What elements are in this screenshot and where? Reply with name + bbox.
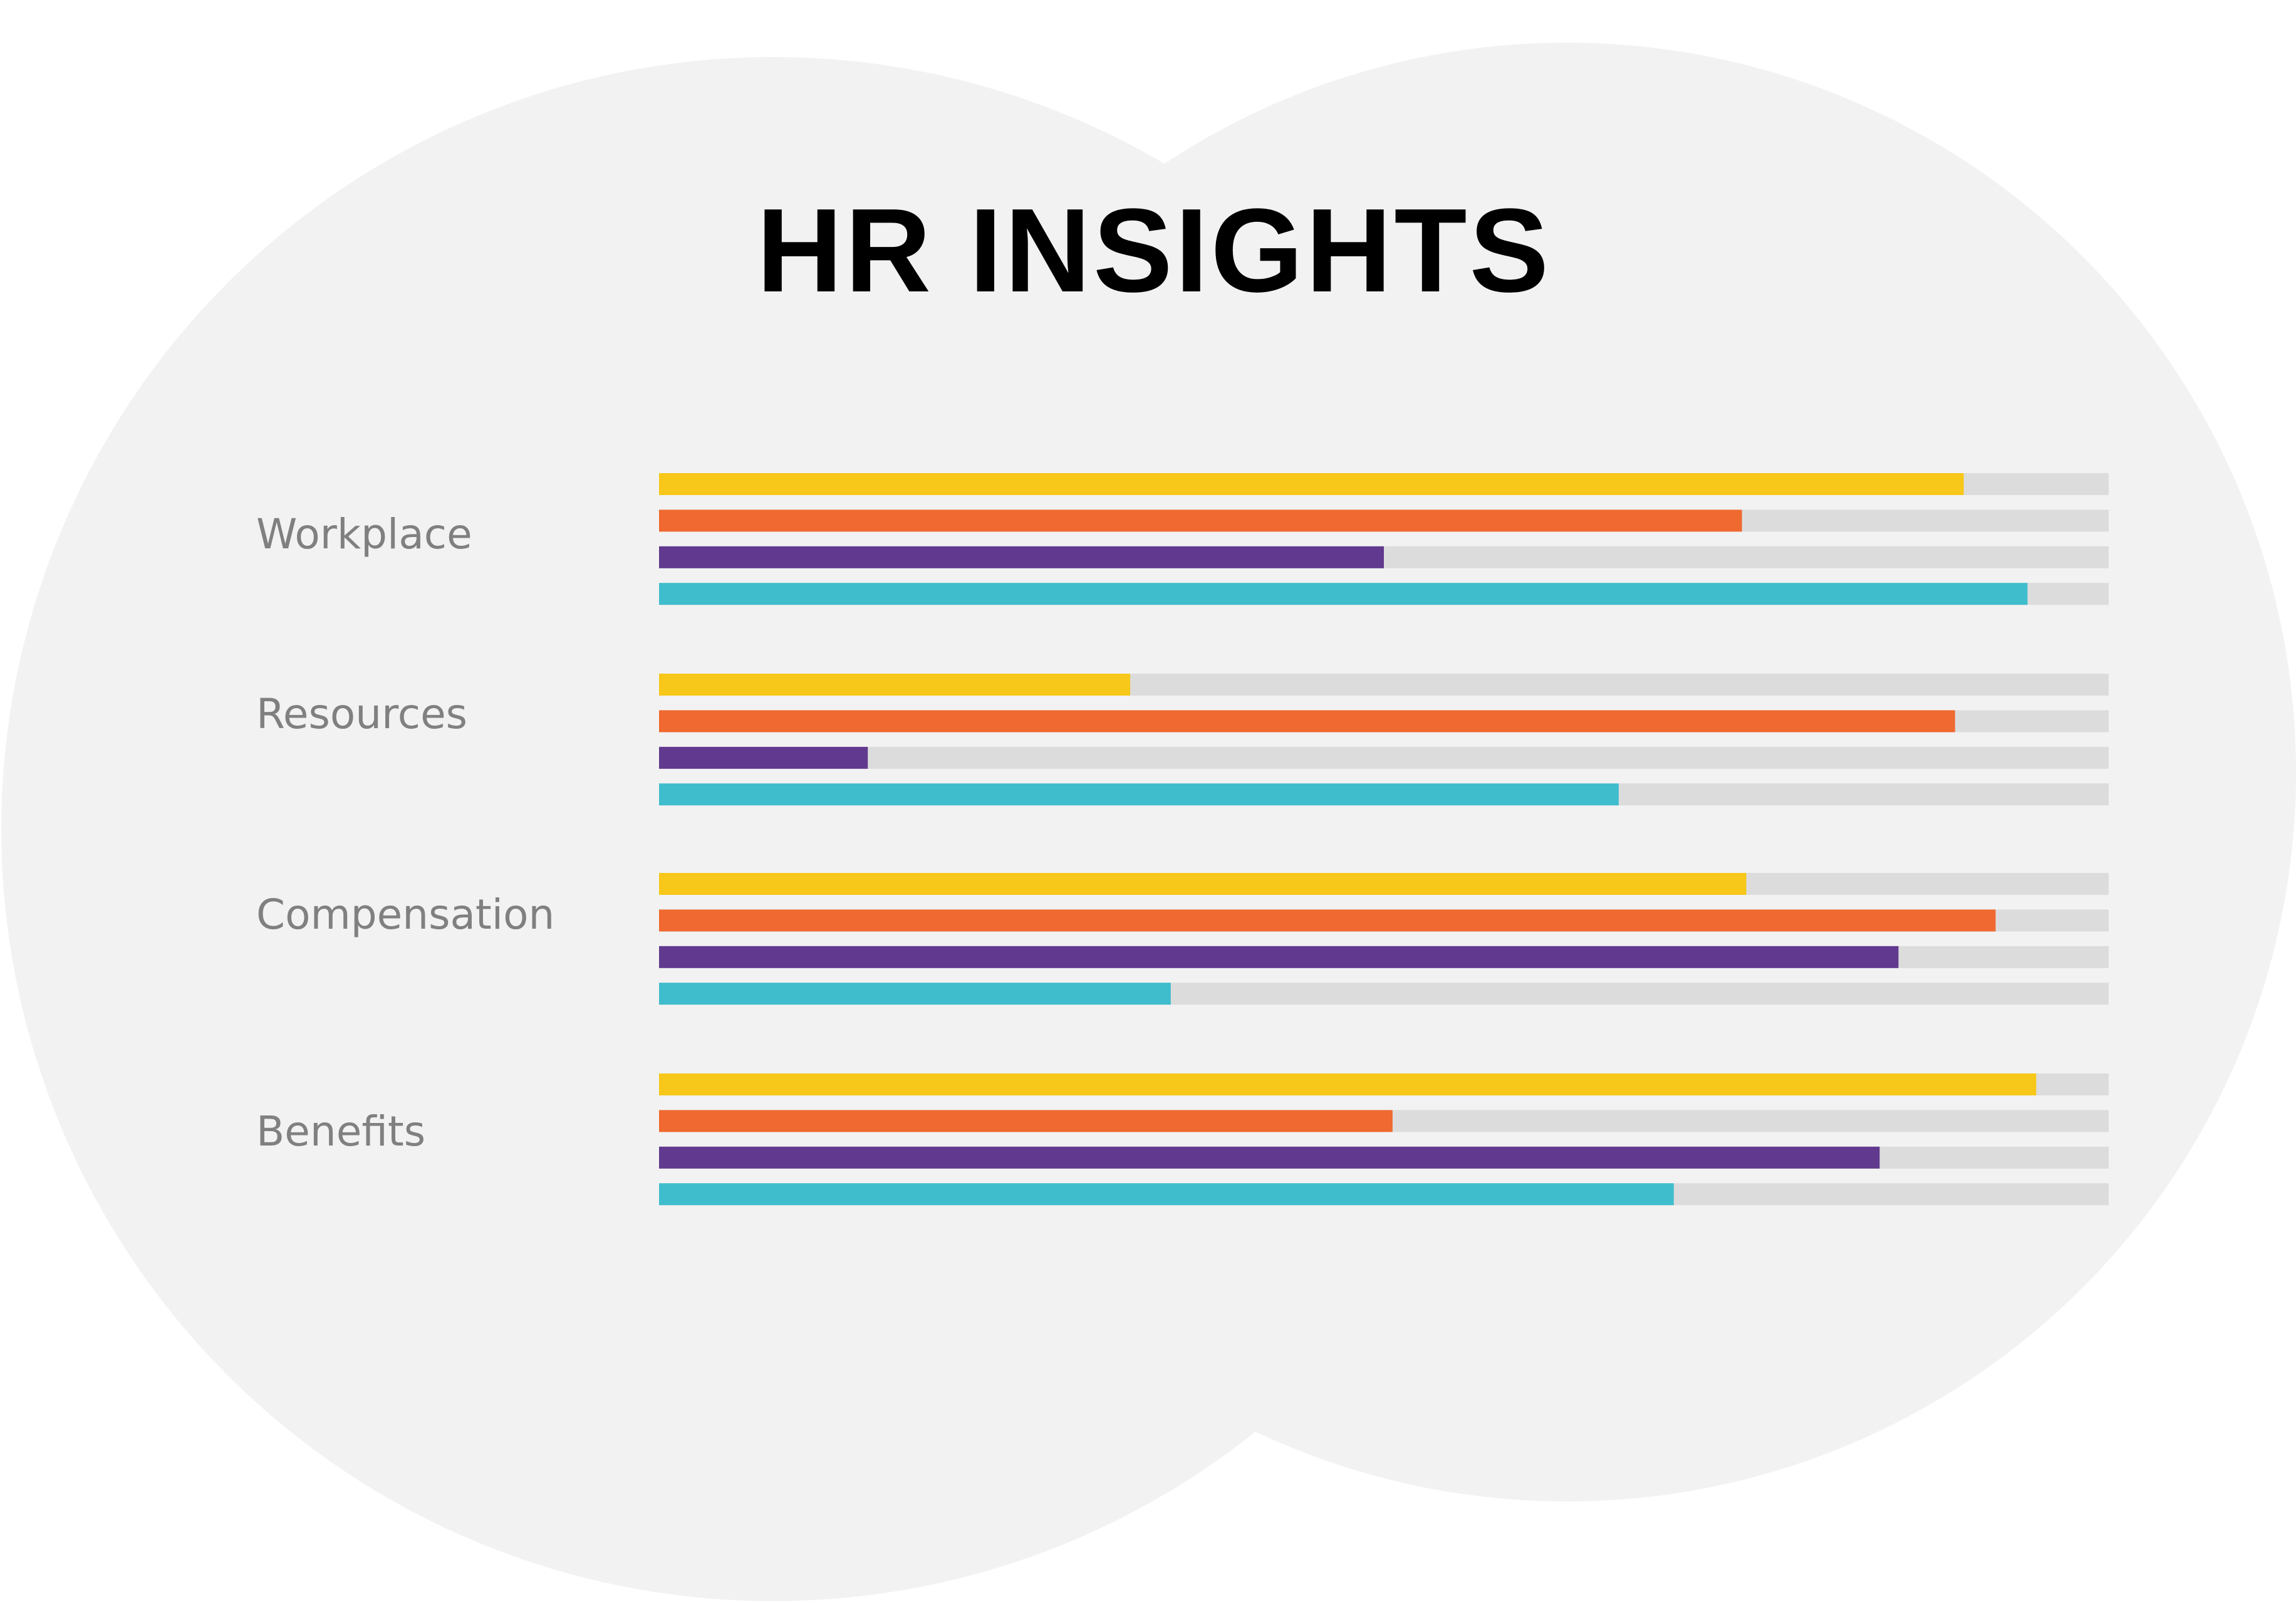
bar-workplace-series-2 (659, 509, 1742, 532)
bar-compensation-series-1 (659, 873, 1747, 895)
bar-benefits-series-1 (659, 1073, 2037, 1095)
background-blob (1, 43, 2296, 1601)
bar-compensation-series-3 (659, 946, 1899, 968)
bar-workplace-series-1 (659, 473, 1964, 495)
category-label-compensation: Compensation (256, 890, 554, 939)
bar-compensation-series-2 (659, 909, 1996, 932)
bar-benefits-series-4 (659, 1183, 1674, 1206)
bar-resources-series-3 (659, 746, 868, 769)
bar-benefits-series-2 (659, 1110, 1393, 1132)
category-label-workplace: Workplace (256, 510, 472, 558)
category-label-benefits: Benefits (256, 1107, 425, 1156)
bar-resources-series-4 (659, 783, 1619, 806)
bar-benefits-series-3 (659, 1146, 1880, 1169)
bar-resources-series-2 (659, 710, 1955, 733)
bar-workplace-series-3 (659, 546, 1384, 568)
bar-workplace-series-4 (659, 583, 2028, 605)
bar-compensation-series-4 (659, 983, 1171, 1005)
background-circle-right (838, 43, 2296, 1501)
chart-title: HR INSIGHTS (757, 184, 1552, 317)
bar-track (659, 746, 2109, 769)
bar-resources-series-1 (659, 674, 1131, 696)
category-label-resources: Resources (256, 690, 467, 738)
